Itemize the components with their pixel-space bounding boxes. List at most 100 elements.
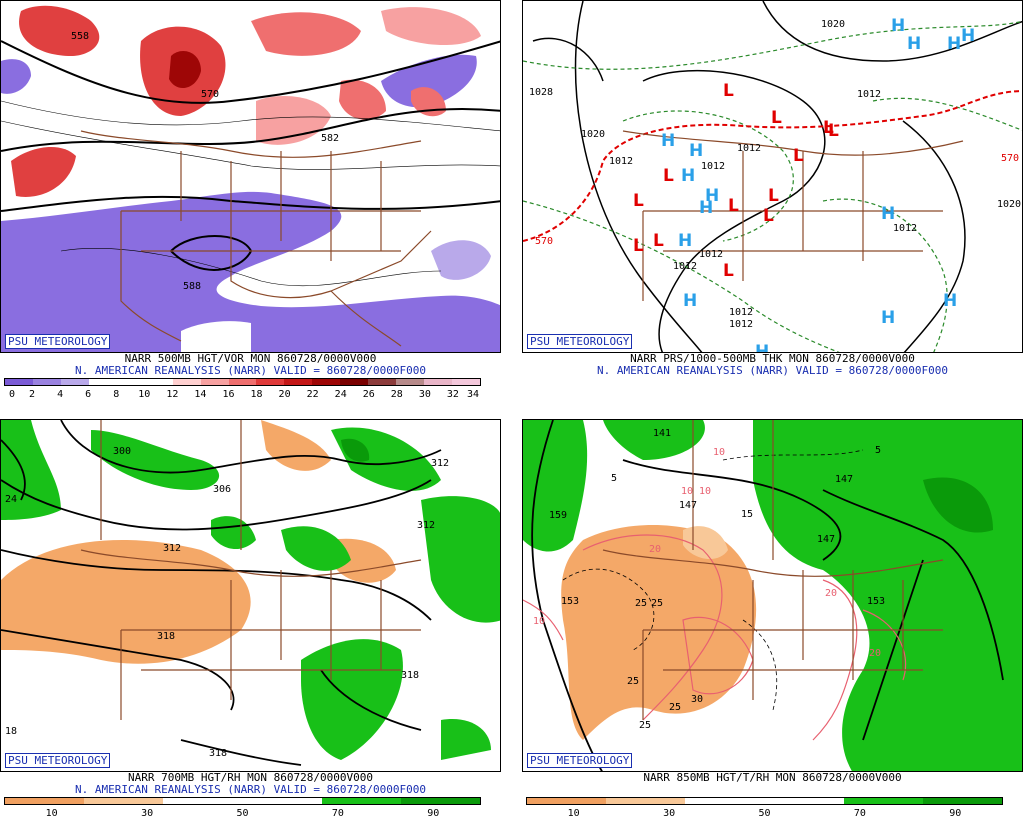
color-scale-swatch bbox=[282, 798, 322, 804]
panel-700mb-rh: 300 306 312 318 318 318 312 312 24 18 PS… bbox=[0, 419, 501, 819]
contour-label-588: 588 bbox=[183, 281, 201, 292]
color-scale-tick-label: 16 bbox=[222, 389, 235, 400]
map-700mb: 300 306 312 318 318 318 312 312 24 18 PS… bbox=[0, 419, 501, 772]
contour-label-318-b: 318 bbox=[401, 670, 419, 681]
low-symbol-3: L bbox=[823, 118, 834, 138]
isobar-label-9: 1020 bbox=[997, 199, 1021, 210]
map-500mb-graphic: 558 570 582 588 bbox=[1, 5, 500, 352]
color-scale-swatch bbox=[5, 798, 45, 804]
color-scale-tick-label: 28 bbox=[390, 389, 403, 400]
height-contour-558 bbox=[1, 40, 500, 104]
panel-500mb-vorticity: 558 570 582 588 PSU METEOROLOGY NARR 500… bbox=[0, 0, 501, 400]
moist-region-atlantic bbox=[421, 496, 500, 623]
color-scale-bar bbox=[4, 797, 481, 805]
map-850mb-graphic: 141 147 147 153 159 153 147 5 5 15 10 10… bbox=[523, 420, 1022, 771]
color-scale-swatch bbox=[172, 379, 201, 385]
color-scale-tick-label: 4 bbox=[57, 389, 64, 400]
temp-label-25-e: 25 bbox=[639, 720, 651, 731]
low-symbol-5: L bbox=[663, 166, 674, 186]
low-symbol-7: L bbox=[728, 196, 739, 216]
isobar-label-7: 1012 bbox=[673, 261, 697, 272]
color-scale-swatch bbox=[368, 379, 397, 385]
color-scale-swatch bbox=[962, 798, 1002, 804]
high-symbol-3: H bbox=[947, 34, 961, 54]
color-scale-tick-label: 12 bbox=[166, 389, 179, 400]
isobar-label-4: 1012 bbox=[609, 156, 633, 167]
temp-label-10-b: 10 bbox=[681, 486, 693, 497]
color-scale-tick-label: 10 bbox=[45, 808, 58, 819]
color-scale-swatch bbox=[312, 379, 341, 385]
color-scale-tick-label: 90 bbox=[427, 808, 440, 819]
moist-region-northwest bbox=[1, 420, 61, 520]
contour-label-318-c: 318 bbox=[209, 748, 227, 759]
color-scale-swatch bbox=[396, 379, 425, 385]
dry-region-plains bbox=[683, 526, 728, 560]
high-symbol-4: H bbox=[961, 26, 975, 46]
color-scale-tick-label: 20 bbox=[278, 389, 291, 400]
low-symbol-12: L bbox=[723, 261, 734, 281]
vorticity-low-region bbox=[1, 191, 500, 352]
color-scale-swatch bbox=[645, 798, 686, 804]
color-scale-swatch bbox=[116, 379, 145, 385]
moist-region-north bbox=[603, 420, 705, 460]
isobar-label-13: 1012 bbox=[737, 143, 761, 154]
temp-label-10-a: 10 bbox=[713, 447, 725, 458]
map-500mb: 558 570 582 588 PSU METEOROLOGY bbox=[0, 0, 501, 353]
vorticity-max bbox=[169, 51, 201, 89]
isobar-label-11: 1012 bbox=[729, 307, 753, 318]
color-scale-tick-label: 0 bbox=[8, 389, 16, 400]
contour-label-153-b: 153 bbox=[561, 596, 579, 607]
caption-valid: N. AMERICAN REANALYSIS (NARR) VALID = 86… bbox=[597, 364, 948, 377]
color-scale-tick-label: 10 bbox=[138, 389, 151, 400]
height-contour-570 bbox=[1, 108, 500, 152]
thickness-lines bbox=[523, 20, 1022, 352]
political-borders bbox=[602, 420, 944, 720]
contour-label-141: 141 bbox=[653, 428, 671, 439]
low-symbol-8: L bbox=[768, 186, 779, 206]
color-scale-swatch bbox=[228, 379, 257, 385]
vorticity-gap bbox=[181, 321, 251, 352]
political-borders bbox=[80, 420, 422, 720]
moist-region-northwest bbox=[523, 420, 588, 552]
color-scale-swatch bbox=[44, 798, 85, 804]
color-scale-swatch bbox=[163, 798, 203, 804]
height-contours bbox=[1, 420, 442, 766]
contour-label-312-b: 312 bbox=[431, 458, 449, 469]
low-symbol-10: L bbox=[633, 236, 644, 256]
contour-label-18: 18 bbox=[5, 726, 17, 737]
map-pressure-graphic: L L L L L L L L L L L L L H H H H H H H … bbox=[523, 1, 1022, 352]
color-scale-tick-label: 18 bbox=[250, 389, 263, 400]
color-scale-swatch bbox=[724, 798, 765, 804]
color-scale-swatch bbox=[452, 379, 480, 385]
caption-product: NARR 500MB HGT/VOR MON 860728/0000V000 bbox=[124, 352, 377, 365]
vorticity-high-6 bbox=[256, 96, 331, 145]
psu-meteorology-tag: PSU METEOROLOGY bbox=[527, 753, 633, 768]
color-scale-tick-label: 8 bbox=[113, 389, 120, 400]
color-scale-ticks: 0 2 4 6 8 10 12 14 16 18 20 22 24 26 28 30 32 34 bbox=[4, 389, 481, 400]
contour-label-582: 582 bbox=[321, 133, 339, 144]
color-scale-ticks: 10 30 50 70 90 bbox=[526, 808, 1003, 819]
isobars bbox=[532, 1, 1022, 352]
high-symbol-14: H bbox=[881, 308, 895, 328]
dry-region-north bbox=[261, 420, 331, 471]
very-moist-spot bbox=[923, 477, 993, 533]
panel-850mb-temp-rh: 141 147 147 153 159 153 147 5 5 15 10 10… bbox=[522, 419, 1023, 819]
high-symbol-8: H bbox=[705, 186, 719, 206]
color-scale-tick-label: 22 bbox=[306, 389, 319, 400]
color-scale-swatch bbox=[527, 798, 567, 804]
caption-product: NARR 850MB HGT/T/RH MON 860728/0000V000 bbox=[643, 771, 902, 784]
low-symbol-9: L bbox=[763, 206, 774, 226]
color-scale-swatch bbox=[883, 798, 923, 804]
color-scale-ticks: 10 30 50 70 90 bbox=[4, 808, 481, 819]
color-scale-swatch bbox=[424, 379, 452, 385]
panel-pressure-thickness: L L L L L L L L L L L L L H H H H H H H … bbox=[522, 0, 1023, 400]
isobar-label-10: 1012 bbox=[893, 223, 917, 234]
high-symbol-12: H bbox=[881, 204, 895, 224]
low-symbol-6: L bbox=[633, 191, 644, 211]
color-scale-swatch bbox=[400, 798, 441, 804]
contour-label-159: 159 bbox=[549, 510, 567, 521]
color-scale-tick-label: 34 bbox=[466, 389, 480, 400]
contour-label-306: 306 bbox=[213, 484, 231, 495]
temperature-isotherms bbox=[562, 449, 864, 711]
color-scale-tick-label: 26 bbox=[362, 389, 375, 400]
